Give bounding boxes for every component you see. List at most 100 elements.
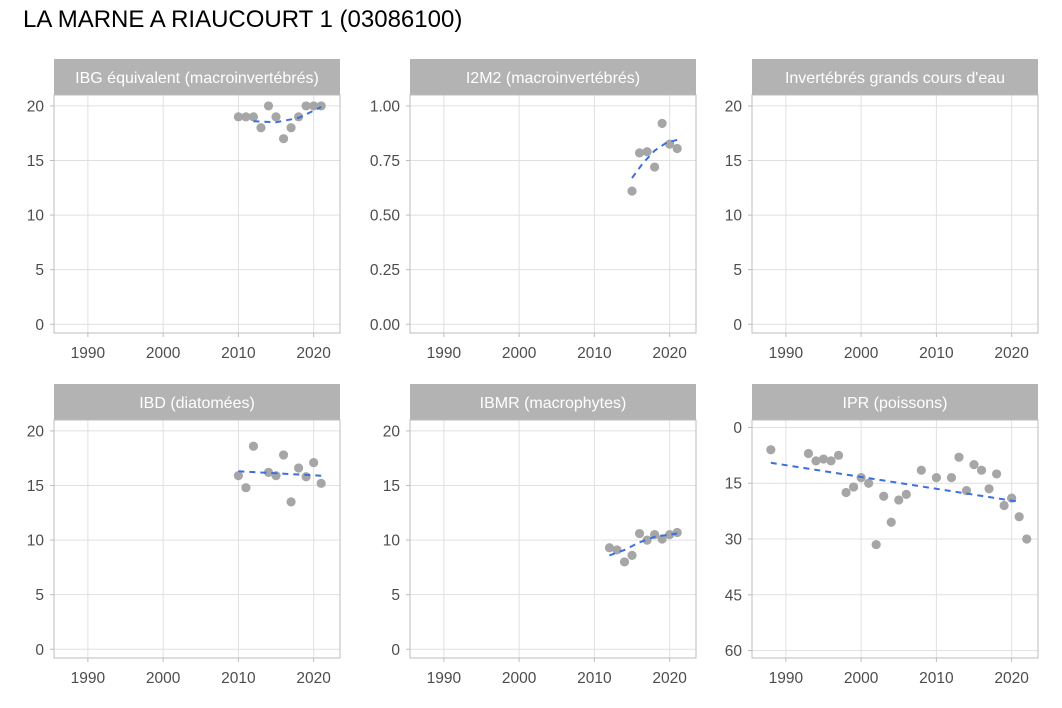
x-tick-label: 1990 — [769, 345, 804, 362]
y-tick-label: 0 — [391, 642, 400, 659]
data-point — [871, 539, 881, 550]
data-point — [841, 487, 851, 498]
data-point — [849, 482, 859, 492]
data-point — [241, 483, 251, 493]
facet-strip — [410, 384, 696, 420]
data-point — [886, 517, 896, 527]
data-point — [278, 134, 289, 144]
facet-panel: I2M2 (macroinvertébrés) 0.00 0.25 0.50 0.75 1… — [370, 59, 697, 362]
x-tick-label: 2000 — [146, 670, 181, 687]
panel-border — [53, 94, 341, 334]
facet-strip — [752, 384, 1038, 420]
x-tick-label: 2010 — [919, 345, 954, 362]
data-point — [833, 450, 844, 460]
facet-panel: IPR (poissons) 0 15 30 45 60 1990 2000 2010 2020 — [725, 384, 1039, 687]
data-point — [916, 465, 926, 475]
x-tick-label: 2020 — [652, 670, 687, 687]
data-point — [309, 101, 319, 111]
trend-line — [770, 461, 1020, 503]
x-tick-label: 2010 — [577, 670, 612, 687]
data-point — [286, 497, 296, 507]
facet-title: IBG équivalent (macroinvertébrés) — [75, 70, 319, 87]
data-point — [803, 448, 814, 459]
y-tick-label: 15 — [383, 478, 400, 495]
data-point — [263, 467, 274, 478]
y-tick-label: 15 — [27, 478, 44, 495]
y-tick-label: 0.75 — [370, 153, 400, 170]
data-point — [241, 112, 251, 122]
facet-strip — [752, 59, 1038, 95]
facet-panel: IBMR (macrophytes) 0 5 10 15 20 1990 2000 2010 20… — [383, 384, 697, 687]
facet-panel: IBG équivalent (macroinvertébrés) 0 5 10 15 2… — [27, 59, 341, 362]
x-tick-label: 2010 — [221, 345, 256, 362]
data-point — [604, 543, 615, 553]
y-tick-label: 0.00 — [370, 317, 401, 334]
y-tick-label: 20 — [725, 98, 743, 115]
data-point — [992, 469, 1002, 479]
data-point — [642, 147, 652, 157]
data-point — [901, 489, 911, 499]
data-point — [233, 471, 243, 481]
panel-border — [751, 94, 1039, 334]
facet-panel: Invertébrés grands cours d'eau 0 5 10 15 20 19… — [725, 59, 1039, 362]
data-point — [294, 463, 304, 473]
y-tick-label: 20 — [27, 98, 45, 115]
trend-line — [238, 470, 322, 477]
data-point — [248, 112, 259, 122]
data-point — [984, 484, 994, 494]
y-tick-label: 10 — [383, 533, 401, 550]
data-point — [286, 123, 296, 133]
facet-title: Invertébrés grands cours d'eau — [785, 70, 1005, 87]
y-tick-label: 10 — [27, 533, 45, 550]
data-point — [931, 473, 941, 483]
x-tick-label: 2020 — [994, 670, 1029, 687]
y-tick-label: 0.25 — [370, 262, 400, 279]
x-tick-label: 1990 — [71, 670, 106, 687]
facet-strip — [54, 384, 340, 420]
y-tick-label: 30 — [725, 532, 743, 549]
data-point — [766, 445, 776, 455]
data-point — [811, 456, 821, 466]
trend-line — [631, 138, 678, 179]
facet-panel: IBD (diatomées) 0 5 10 15 20 1990 2000 2010 2020 — [27, 384, 341, 687]
data-point — [248, 441, 259, 451]
x-tick-label: 2020 — [296, 670, 331, 687]
y-tick-label: 10 — [725, 208, 743, 225]
data-point — [634, 148, 645, 158]
data-point — [316, 478, 326, 488]
data-point — [1014, 512, 1024, 522]
panel-border — [53, 419, 341, 659]
data-point — [672, 143, 682, 154]
y-tick-label: 5 — [35, 262, 44, 279]
y-tick-label: 20 — [27, 423, 45, 440]
y-tick-label: 10 — [27, 208, 45, 225]
data-point — [271, 112, 281, 122]
data-point — [826, 456, 836, 466]
data-point — [657, 118, 667, 128]
data-point — [233, 112, 243, 122]
data-point — [627, 550, 637, 560]
page-title: LA MARNE A RIAUCOURT 1 (03086100) — [23, 6, 463, 33]
data-point — [309, 457, 319, 468]
trend-line — [609, 532, 678, 557]
x-tick-label: 2010 — [221, 670, 256, 687]
data-point — [612, 545, 622, 555]
trend-line — [253, 106, 322, 124]
panel-border — [409, 94, 697, 334]
panel-border — [409, 419, 697, 659]
data-point — [946, 473, 957, 483]
facet-title: IBD (diatomées) — [139, 395, 255, 412]
data-point — [894, 495, 904, 505]
data-point — [627, 186, 637, 196]
y-tick-label: 5 — [733, 262, 742, 279]
data-point — [999, 500, 1009, 511]
data-point — [256, 123, 266, 133]
x-tick-label: 2000 — [146, 345, 181, 362]
data-point — [650, 162, 660, 172]
data-point — [657, 534, 667, 544]
data-point — [879, 491, 889, 501]
data-point — [263, 101, 274, 111]
y-tick-label: 0 — [35, 317, 44, 334]
facet-strip — [54, 59, 340, 95]
x-tick-label: 1990 — [71, 345, 106, 362]
